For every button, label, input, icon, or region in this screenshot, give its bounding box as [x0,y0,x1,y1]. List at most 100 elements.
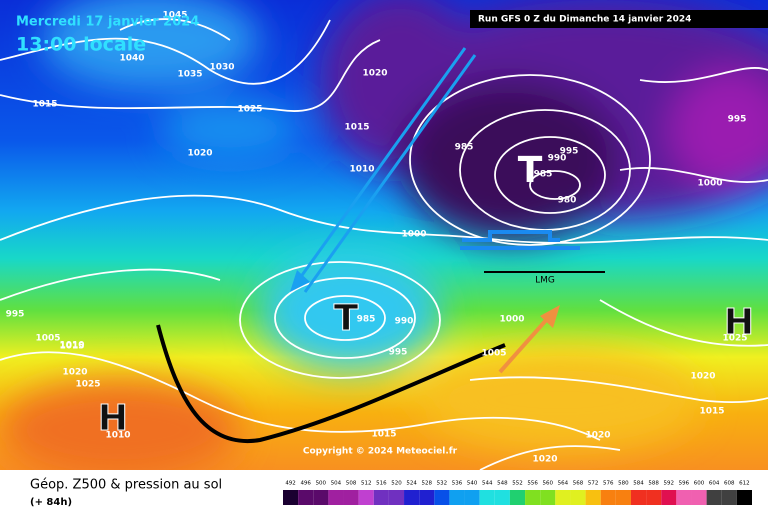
colorbar-label: 552 [512,481,523,487]
colorbar-label: 592 [664,481,675,487]
isobar-label: 1020 [690,372,715,382]
isobar-label: 1045 [162,11,187,21]
isobar-label: 1015 [371,430,396,440]
isobar-label: 1030 [209,63,234,73]
colorbar-label: 608 [724,481,735,487]
isobar-label: 1010 [59,341,84,351]
colorbar-label: 520 [391,481,402,487]
colorbar-label: 600 [694,481,705,487]
isobar-label: 985 [357,315,376,325]
colorbar-swatch [509,490,526,505]
isobar-label: 1010 [349,165,374,175]
colorbar-swatch [404,490,420,505]
colorbar-swatch [388,490,405,505]
isobar-label: 995 [728,115,747,125]
colorbar-swatch [661,490,677,505]
colorbar-label: 540 [467,481,478,487]
colorbar-label: 612 [739,481,750,487]
colorbar-swatch [313,490,329,505]
colorbar-label: 604 [709,481,720,487]
colorbar-swatch [343,490,359,505]
isobar-label: 1020 [362,69,387,79]
isobar-label: 990 [548,154,567,164]
colorbar-label: 596 [679,481,690,487]
colorbar-label: 584 [633,481,644,487]
isobar-label: 1010 [105,431,130,441]
colorbar-label: 588 [648,481,659,487]
colorbar-swatch [449,490,465,505]
colorbar-label: 508 [346,481,357,487]
colorbar-label: 544 [482,481,493,487]
colorbar-swatch [600,490,616,505]
colorbar-swatch [736,490,752,505]
colorbar-label: 504 [331,481,342,487]
colorbar-swatch [706,490,722,505]
colorbar-label: 568 [573,481,584,487]
isobar-label: 1015 [59,342,84,352]
copyright: Copyright © 2024 Meteociel.fr [303,447,458,457]
isobar-label: 1015 [699,407,724,417]
colorbar-swatch [373,490,389,505]
low-system: T [334,298,359,339]
run-info: Run GFS 0 Z du Dimanche 14 janvier 2024 [478,15,691,25]
isobar-label: 980 [558,196,577,206]
isobar-label: 1025 [237,105,262,115]
colorbar-swatch [464,490,480,505]
colorbar-swatch [283,490,299,505]
colorbar-label: 556 [527,481,538,487]
colorbar-label: 576 [603,481,614,487]
low-system: T [518,150,543,191]
colorbar-label: 580 [618,481,629,487]
colorbar-swatch [676,490,692,505]
colorbar-swatch [615,490,631,505]
isobar-label: 1020 [585,431,610,441]
colorbar-swatch [434,490,450,505]
run-banner [470,10,768,28]
valid-time: 13:00 locale [16,34,146,56]
colorbar-label: 572 [588,481,599,487]
isobar-label: 1005 [481,349,506,359]
isobar-label: 1000 [697,179,722,189]
colorbar-label: 492 [285,481,296,487]
colorbar-label: 528 [421,481,432,487]
colorbar-label: 496 [300,481,311,487]
footer-title: Géop. Z500 & pression au sol [30,478,222,493]
isobars [0,18,768,471]
isobar-label: 995 [389,348,408,358]
front-label: LMG [535,276,555,286]
colorbar-label: 500 [316,481,327,487]
isobar-label: 1000 [401,230,426,240]
colorbar-label: 548 [497,481,508,487]
isobar-label: 985 [534,170,553,180]
colorbar-swatch [691,490,707,505]
colorbar-label: 532 [437,481,448,487]
isobar-label: 1020 [62,368,87,378]
colorbar-swatch [721,490,737,505]
isobar-label: 1015 [32,100,57,110]
isobar-label: 1025 [75,380,100,390]
colorbar-label: 536 [452,481,463,487]
colorbar: 492 496 500 504 508 512 516 520 524 528 532 536 540 5… [283,481,752,505]
colorbar-swatch [630,490,647,505]
isobar-label: 1005 [35,334,60,344]
isobar-label: 1025 [722,334,747,344]
colorbar-swatch [540,490,556,505]
colorbar-label: 564 [558,481,569,487]
high-system: H [98,398,128,439]
isobar-label: 1035 [177,70,202,80]
colorbar-swatch [525,490,541,505]
colorbar-swatch [419,490,435,505]
isobar-label: 995 [6,310,25,320]
valid-date: Mercredi 17 janvier 2024 [16,15,199,30]
colorbar-label: 524 [406,481,417,487]
isobar-label: 1000 [499,315,524,325]
colorbar-swatch [358,490,374,505]
isobar-label: 1040 [119,54,144,64]
colorbar-swatch [328,490,344,505]
isobar-label: 1020 [532,455,557,465]
colorbar-swatch [585,490,601,505]
isobar-label: 1015 [344,123,369,133]
colorbar-swatch [555,490,571,505]
